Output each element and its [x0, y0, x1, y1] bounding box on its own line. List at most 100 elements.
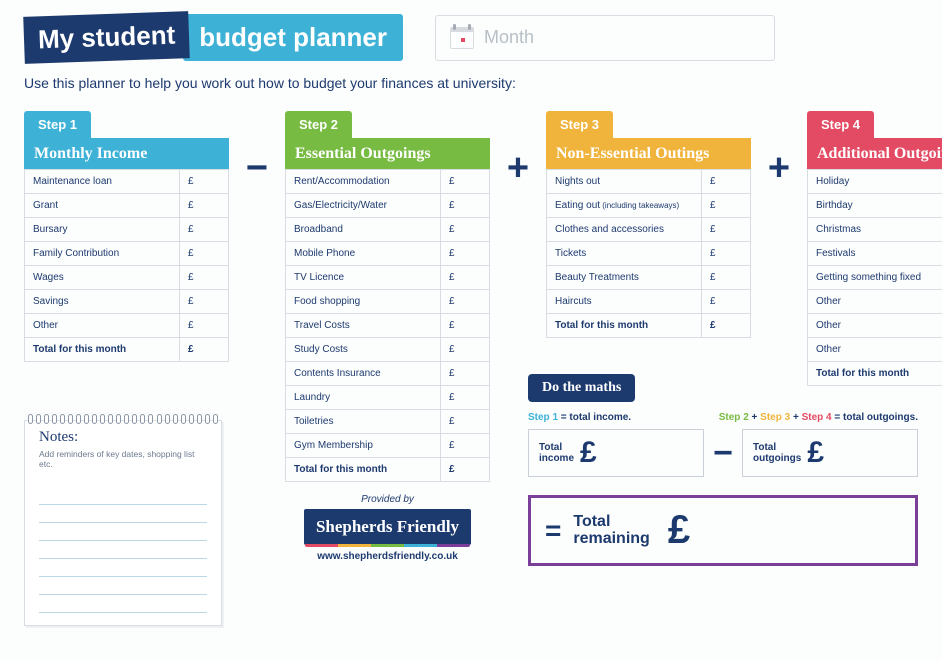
row-amount[interactable]: £: [441, 170, 489, 193]
budget-row[interactable]: Tickets£: [546, 241, 751, 266]
budget-row[interactable]: Other£: [807, 289, 942, 314]
row-amount[interactable]: £: [180, 314, 228, 337]
operator-minus: −: [243, 147, 271, 190]
row-label: Study Costs: [286, 338, 441, 361]
row-amount[interactable]: £: [180, 242, 228, 265]
row-amount[interactable]: £: [441, 410, 489, 433]
total-outgoings-box[interactable]: Totaloutgoings £: [742, 429, 918, 477]
row-amount[interactable]: £: [441, 434, 489, 457]
month-placeholder: Month: [484, 27, 534, 48]
budget-row[interactable]: Broadband£: [285, 217, 490, 242]
row-label: Tickets: [547, 242, 702, 265]
row-amount[interactable]: £: [441, 314, 489, 337]
row-amount[interactable]: £: [441, 194, 489, 217]
budget-row[interactable]: Nights out£: [546, 169, 751, 194]
budget-row[interactable]: Wages£: [24, 265, 229, 290]
row-amount[interactable]: £: [702, 194, 750, 217]
budget-row[interactable]: Clothes and accessories£: [546, 217, 751, 242]
row-amount[interactable]: £: [441, 242, 489, 265]
brand-logo: Shepherds Friendly: [304, 509, 471, 545]
column-header: Essential Outgoings: [285, 138, 490, 170]
budget-row[interactable]: Haircuts£: [546, 289, 751, 314]
row-label: Gas/Electricity/Water: [286, 194, 441, 217]
provided-by: Provided byShepherds Friendlywww.shepher…: [285, 494, 490, 562]
budget-row[interactable]: Eating out (including takeaways)£: [546, 193, 751, 218]
pound-icon: £: [668, 508, 690, 553]
notes-pad[interactable]: Notes: Add reminders of key dates, shopp…: [24, 414, 222, 634]
row-amount[interactable]: £: [441, 266, 489, 289]
row-amount[interactable]: £: [441, 290, 489, 313]
budget-row[interactable]: Study Costs£: [285, 337, 490, 362]
budget-row[interactable]: Savings£: [24, 289, 229, 314]
row-label: Mobile Phone: [286, 242, 441, 265]
column-essential: Step 2Essential OutgoingsRent/Accommodat…: [285, 111, 490, 562]
budget-row[interactable]: Birthday£: [807, 193, 942, 218]
budget-row[interactable]: Toiletries£: [285, 409, 490, 434]
total-remaining-box[interactable]: = Totalremaining £: [528, 495, 918, 566]
budget-row[interactable]: Rent/Accommodation£: [285, 169, 490, 194]
row-amount[interactable]: £: [702, 170, 750, 193]
row-label: Travel Costs: [286, 314, 441, 337]
row-amount[interactable]: £: [702, 266, 750, 289]
row-amount[interactable]: £: [702, 242, 750, 265]
title-part2: budget planner: [183, 14, 403, 61]
legend-step3: Step 3: [760, 412, 790, 423]
total-income-box[interactable]: Totalincome £: [528, 429, 704, 477]
row-amount[interactable]: £: [180, 194, 228, 217]
budget-row[interactable]: Bursary£: [24, 217, 229, 242]
budget-row[interactable]: Other£: [807, 337, 942, 362]
minus-icon: −: [712, 434, 734, 473]
row-label: Other: [808, 314, 942, 337]
row-amount[interactable]: £: [180, 218, 228, 241]
budget-row[interactable]: Contents Insurance£: [285, 361, 490, 386]
row-label: Bursary: [25, 218, 180, 241]
calendar-icon: [450, 27, 474, 49]
row-label: Toiletries: [286, 410, 441, 433]
budget-row[interactable]: Getting something fixed£: [807, 265, 942, 290]
budget-row[interactable]: Other£: [807, 313, 942, 338]
budget-row[interactable]: Travel Costs£: [285, 313, 490, 338]
row-label: Rent/Accommodation: [286, 170, 441, 193]
intro-text: Use this planner to help you work out ho…: [24, 75, 918, 91]
column-income: Step 1Monthly IncomeMaintenance loan£Gra…: [24, 111, 229, 362]
budget-row[interactable]: TV Licence£: [285, 265, 490, 290]
budget-row[interactable]: Maintenance loan£: [24, 169, 229, 194]
row-label: Nights out: [547, 170, 702, 193]
row-label: TV Licence: [286, 266, 441, 289]
row-label: Haircuts: [547, 290, 702, 313]
maths-heading: Do the maths: [528, 374, 635, 402]
budget-row[interactable]: Beauty Treatments£: [546, 265, 751, 290]
do-the-maths: Do the maths Step 1 = total income. Step…: [528, 374, 918, 566]
row-amount[interactable]: £: [702, 218, 750, 241]
row-amount[interactable]: £: [180, 290, 228, 313]
row-amount[interactable]: £: [441, 338, 489, 361]
row-label: Maintenance loan: [25, 170, 180, 193]
budget-row[interactable]: Holiday£: [807, 169, 942, 194]
budget-row[interactable]: Christmas£: [807, 217, 942, 242]
pound-icon: £: [807, 436, 824, 470]
total-row: Total for this month£: [24, 337, 229, 362]
row-amount[interactable]: £: [441, 362, 489, 385]
row-label: Laundry: [286, 386, 441, 409]
budget-row[interactable]: Grant£: [24, 193, 229, 218]
row-amount[interactable]: £: [441, 386, 489, 409]
row-label: Contents Insurance: [286, 362, 441, 385]
operator-plus-2: +: [765, 147, 793, 190]
row-amount[interactable]: £: [180, 170, 228, 193]
step-tag: Step 2: [285, 111, 352, 138]
budget-row[interactable]: Festivals£: [807, 241, 942, 266]
budget-row[interactable]: Gas/Electricity/Water£: [285, 193, 490, 218]
budget-row[interactable]: Family Contribution£: [24, 241, 229, 266]
row-amount[interactable]: £: [441, 218, 489, 241]
month-input[interactable]: Month: [435, 15, 775, 61]
budget-row[interactable]: Gym Membership£: [285, 433, 490, 458]
budget-row[interactable]: Laundry£: [285, 385, 490, 410]
row-label: Eating out (including takeaways): [547, 194, 702, 217]
budget-row[interactable]: Food shopping£: [285, 289, 490, 314]
budget-row[interactable]: Mobile Phone£: [285, 241, 490, 266]
budget-row[interactable]: Other£: [24, 313, 229, 338]
column-nonessential: Step 3Non-Essential OutingsNights out£Ea…: [546, 111, 751, 338]
row-amount[interactable]: £: [702, 290, 750, 313]
row-label: Beauty Treatments: [547, 266, 702, 289]
row-amount[interactable]: £: [180, 266, 228, 289]
